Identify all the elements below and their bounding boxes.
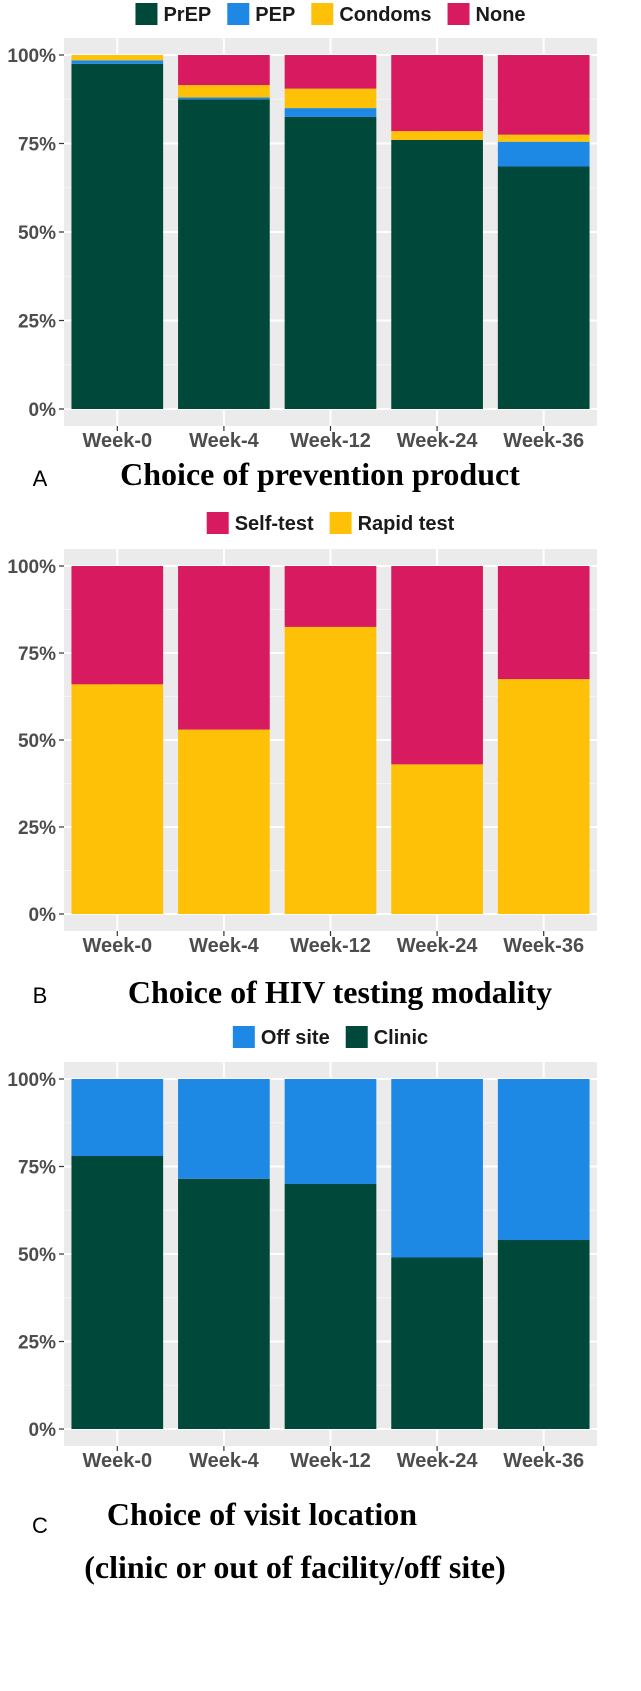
bar-prep-week-36 — [497, 166, 590, 409]
bar-off-site-week-4 — [178, 1079, 270, 1179]
y-tick-label: 25% — [18, 818, 56, 839]
legend-key-self-test — [206, 512, 229, 534]
x-tick-label: Week-24 — [397, 1450, 479, 1472]
y-tick-label: 100% — [7, 1070, 56, 1091]
bar-rapid-test-week-4 — [178, 729, 270, 914]
bar-rapid-test-week-36 — [497, 679, 590, 914]
chart-subtitle: (clinic or out of facility/off site) — [84, 1549, 506, 1585]
x-tick-label: Week-0 — [82, 430, 152, 452]
y-tick-label: 100% — [7, 46, 56, 67]
bar-none-week-12 — [284, 55, 377, 89]
x-tick-label: Week-4 — [189, 430, 260, 452]
y-tick-label: 0% — [29, 400, 57, 421]
x-tick-label: Week-24 — [397, 430, 479, 452]
panel-letter: A — [33, 466, 48, 491]
x-tick-label: Week-0 — [82, 1450, 152, 1472]
y-tick-label: 25% — [18, 1333, 56, 1354]
chart-title: Choice of HIV testing modality — [128, 974, 552, 1010]
y-tick-label: 75% — [18, 644, 56, 665]
chart-panel-c: 0% 25% 50% 75% 100% Week-0 Week-4 Week-12 Week-2… — [7, 1026, 597, 1585]
bar-self-test-week-0 — [71, 566, 164, 685]
x-tick-label: Week-4 — [189, 935, 260, 957]
bar-pep-week-36 — [497, 141, 590, 167]
legend-key-prep — [135, 3, 158, 25]
bar-off-site-week-12 — [284, 1079, 377, 1184]
y-tick-label: 0% — [29, 905, 57, 926]
bar-off-site-week-24 — [391, 1079, 483, 1258]
bar-rapid-test-week-12 — [284, 626, 377, 914]
y-tick-label: 25% — [18, 312, 56, 333]
legend-key-rapid-test — [329, 512, 352, 534]
x-tick-label: Week-0 — [82, 935, 152, 957]
legend-key-pep — [227, 3, 250, 25]
legend-key-condoms — [311, 3, 334, 25]
legend-key-none — [447, 3, 470, 25]
bar-clinic-week-12 — [284, 1184, 377, 1429]
x-tick-label: Week-12 — [290, 430, 371, 452]
bar-self-test-week-4 — [178, 566, 270, 730]
y-tick-label: 75% — [18, 135, 56, 156]
legend-key-clinic — [345, 1026, 368, 1048]
legend-label-clinic: Clinic — [374, 1027, 428, 1049]
y-tick-label: 50% — [18, 223, 56, 244]
bar-pep-week-4 — [178, 97, 270, 100]
chart-panel-b: 0% 25% 50% 75% 100% Week-0 Week-4 Week-12 Week-2… — [7, 512, 597, 1010]
bar-pep-week-12 — [284, 108, 377, 117]
bar-none-week-36 — [497, 55, 590, 135]
bar-off-site-week-36 — [497, 1079, 590, 1240]
y-tick-label: 50% — [18, 731, 56, 752]
chart-panel-a: 0% 25% 50% 75% 100% Week-0 Week-4 Week-12 Week-2… — [7, 3, 597, 492]
bar-clinic-week-4 — [178, 1178, 270, 1429]
bar-clinic-week-36 — [497, 1240, 590, 1429]
bar-condoms-week-12 — [284, 88, 377, 109]
bar-self-test-week-24 — [391, 566, 483, 765]
x-tick-label: Week-12 — [290, 1450, 371, 1472]
y-tick-label: 75% — [18, 1158, 56, 1179]
bar-rapid-test-week-0 — [71, 684, 164, 914]
y-tick-label: 100% — [7, 557, 56, 578]
legend-label-rapid-test: Rapid test — [358, 513, 455, 535]
x-tick-label: Week-36 — [503, 1450, 584, 1472]
legend-label-prep: PrEP — [163, 4, 211, 26]
bar-none-week-24 — [391, 55, 483, 132]
bar-self-test-week-36 — [497, 566, 590, 680]
bar-prep-week-24 — [391, 139, 483, 409]
legend-label-none: None — [476, 4, 526, 26]
x-tick-label: Week-36 — [503, 430, 584, 452]
bar-condoms-week-24 — [391, 131, 483, 140]
legend-label-pep: PEP — [255, 4, 295, 26]
chart-title: Choice of prevention product — [120, 456, 520, 492]
legend-label-self-test: Self-test — [235, 513, 314, 535]
legend-label-off-site: Off site — [261, 1027, 330, 1049]
bar-clinic-week-0 — [71, 1156, 164, 1429]
legend-key-off-site — [232, 1026, 255, 1048]
legend-label-condoms: Condoms — [339, 4, 431, 26]
x-tick-label: Week-36 — [503, 935, 584, 957]
panel-letter: B — [33, 983, 48, 1008]
x-tick-label: Week-12 — [290, 935, 371, 957]
bar-none-week-4 — [178, 55, 270, 86]
panel-letter: C — [32, 1513, 48, 1538]
chart-title: Choice of visit location — [107, 1496, 417, 1532]
legend: Off site Clinic — [232, 1026, 428, 1049]
bar-rapid-test-week-24 — [391, 764, 483, 914]
x-tick-label: Week-4 — [189, 1450, 260, 1472]
bar-self-test-week-12 — [284, 566, 377, 627]
bar-pep-week-0 — [71, 60, 164, 64]
legend: PrEP PEP Condoms None — [135, 3, 526, 26]
x-tick-label: Week-24 — [397, 935, 479, 957]
bar-prep-week-4 — [178, 99, 270, 409]
bar-off-site-week-0 — [71, 1079, 164, 1156]
y-tick-label: 0% — [29, 1420, 57, 1441]
bar-prep-week-0 — [71, 63, 164, 409]
bar-condoms-week-36 — [497, 134, 590, 142]
legend: Self-test Rapid test — [206, 512, 455, 535]
bar-prep-week-12 — [284, 116, 377, 409]
bar-condoms-week-4 — [178, 85, 270, 98]
bar-clinic-week-24 — [391, 1257, 483, 1429]
bar-condoms-week-0 — [71, 55, 164, 61]
y-tick-label: 50% — [18, 1245, 56, 1266]
